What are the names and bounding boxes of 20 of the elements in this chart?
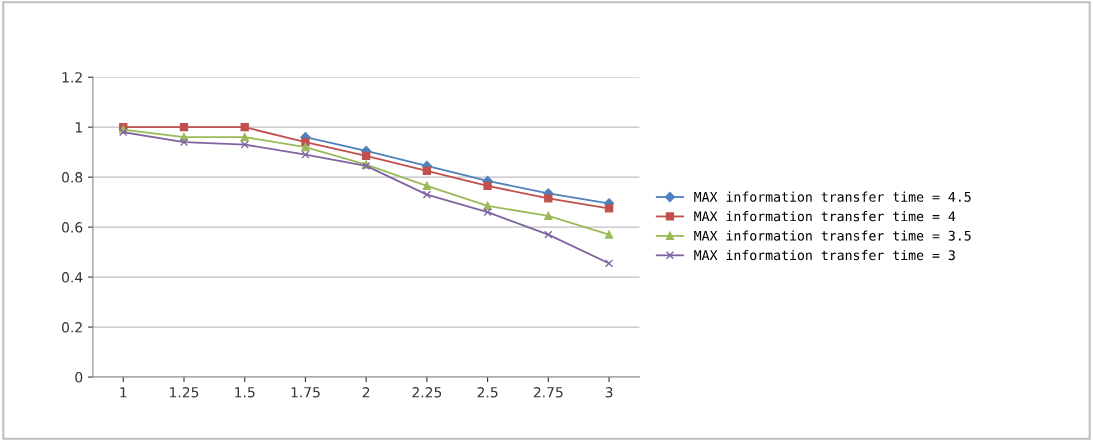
x-tick-label: 2.25 [412, 387, 442, 398]
legend-label: MAX information transfer time = 4 [694, 211, 956, 222]
legend-label: MAX information transfer time = 3 [694, 249, 955, 261]
y-tick-label: 0.2 [62, 322, 82, 333]
y-tick-label: 0.8 [62, 172, 83, 183]
x-tick-label: 2.75 [533, 387, 563, 398]
y-tick-label: 0 [75, 372, 83, 383]
x-tick-label: 3 [605, 387, 613, 398]
y-tick-label: 1 [75, 122, 82, 133]
y-tick-label: 1.2 [62, 72, 82, 83]
x-tick-label: 2.5 [477, 387, 498, 398]
x-tick-label: 1.25 [170, 387, 199, 398]
legend-label: MAX information transfer time = 4.5 [694, 191, 971, 202]
y-tick-label: 0.6 [62, 222, 83, 233]
x-tick-label: 1 [120, 387, 127, 398]
x-tick-label: 1.75 [291, 387, 320, 398]
y-tick-label: 0.4 [62, 272, 83, 283]
legend-label: MAX information transfer time = 3.5 [694, 230, 971, 241]
x-tick-label: 1.5 [235, 387, 255, 398]
x-tick-label: 2 [362, 387, 370, 398]
